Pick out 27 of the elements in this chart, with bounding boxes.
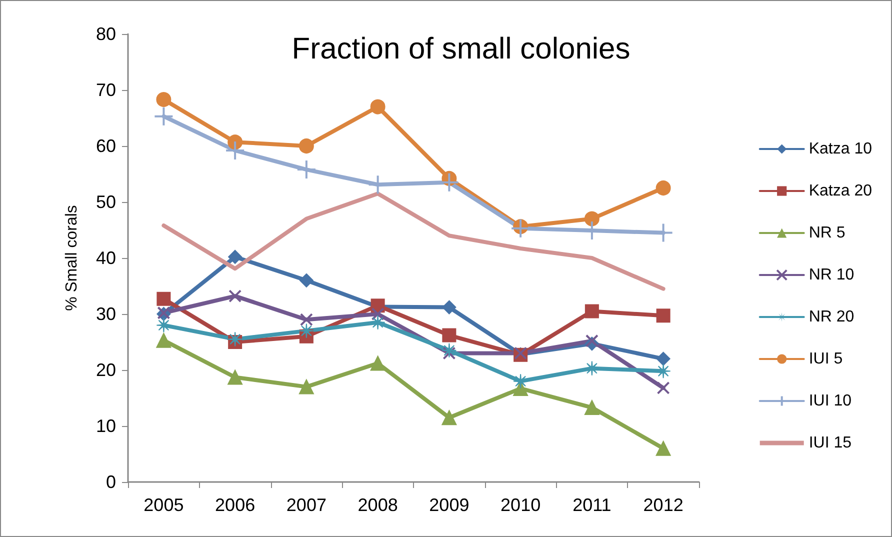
y-tick-label: 60: [96, 136, 116, 156]
x-tick-label: 2012: [643, 495, 684, 515]
y-tick-label: 0: [106, 472, 116, 492]
x-tick-label: 2006: [215, 495, 256, 515]
y-axis-title: % Small corals: [64, 205, 80, 311]
y-tick-label: 20: [96, 360, 116, 380]
x-tick-label: 2007: [286, 495, 326, 515]
y-tick-label: 70: [96, 80, 116, 100]
legend-label: NR 10: [808, 266, 854, 284]
y-tick-label: 40: [96, 248, 116, 268]
x-tick-label: 2005: [144, 495, 184, 515]
y-tick-label: 80: [96, 24, 116, 44]
y-tick-label: 50: [96, 192, 116, 212]
legend-label: Katza 10: [808, 140, 872, 158]
y-tick-label: 10: [96, 416, 116, 436]
x-tick-label: 2011: [572, 495, 612, 515]
x-tick-label: 2008: [358, 495, 398, 515]
chart-title: Fraction of small colonies: [292, 32, 630, 66]
legend-label: IUI 10: [808, 392, 852, 410]
legend-label: Katza 20: [808, 182, 872, 200]
y-tick-label: 30: [96, 304, 116, 324]
x-tick-label: 2010: [500, 495, 541, 515]
x-tick-label: 2009: [429, 495, 470, 515]
legend-label: IUI 5: [808, 350, 843, 368]
legend-label: NR 20: [808, 308, 854, 326]
legend-label: IUI 15: [808, 434, 852, 452]
legend-label: NR 5: [808, 224, 846, 242]
